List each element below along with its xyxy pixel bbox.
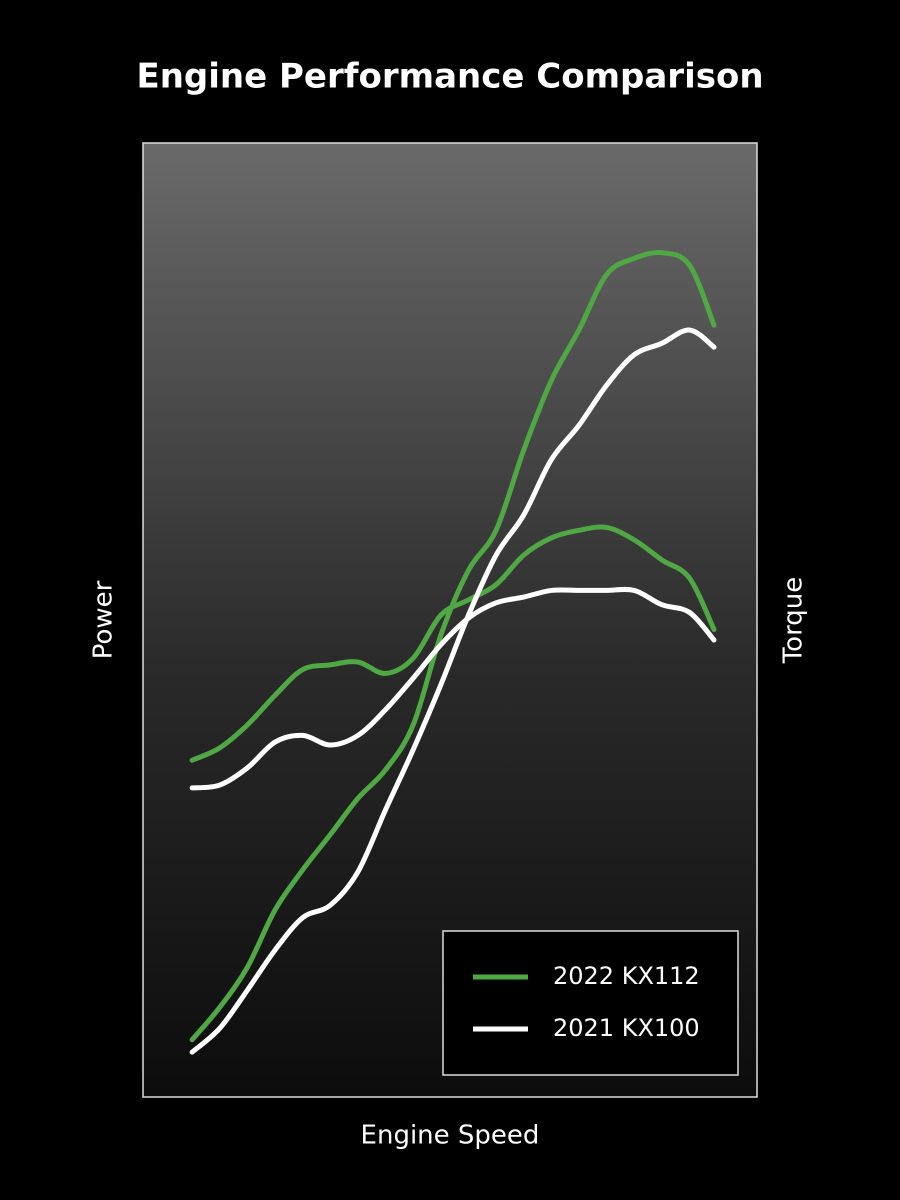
legend-box [442,930,739,1076]
chart-title: Engine Performance Comparison [136,57,763,97]
torque-line [189,586,717,791]
torque-line [189,524,717,763]
y2-axis-label: Torque [779,577,809,665]
lines [189,249,717,1055]
power-line [189,327,717,1055]
legend-label: 2021 KX100 [553,1014,700,1042]
y-axis-label: Power [89,580,119,659]
legend-label: 2022 KX112 [553,962,700,990]
power-line [189,249,717,1043]
x-axis-label: Engine Speed [361,1121,540,1151]
